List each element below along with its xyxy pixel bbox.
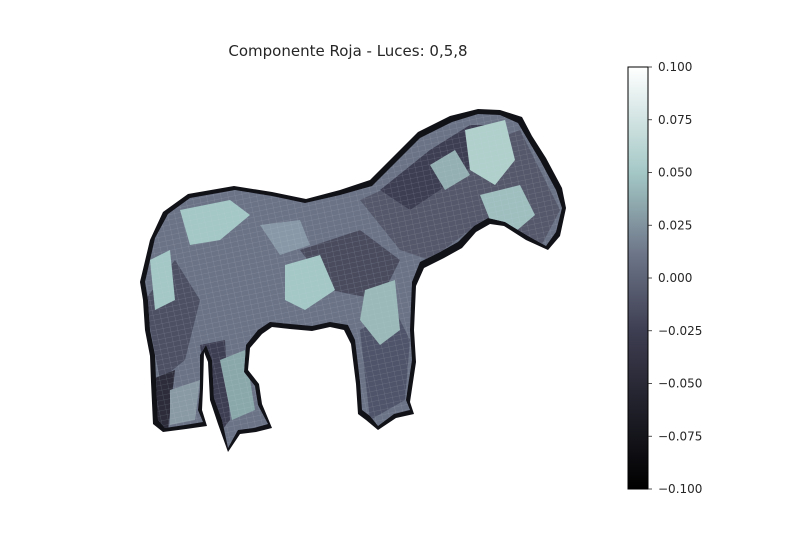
colorbar-tick-label: −0.025: [658, 324, 702, 338]
colorbar-tick-label: 0.075: [658, 113, 692, 127]
colorbar-tick-label: −0.075: [658, 429, 702, 443]
colorbar: 0.100 0.075 0.050 0.025 0.000 −0.025 −0.050 −0.…: [627, 60, 702, 496]
colorbar-tick-label: 0.100: [658, 60, 692, 74]
colorbar-tick-label: −0.050: [658, 377, 702, 391]
colorbar-tick-label: −0.100: [658, 482, 702, 496]
colorbar-tick-label: 0.050: [658, 166, 692, 180]
colorbar-tick-label: 0.000: [658, 271, 692, 285]
colorbar-gradient: [627, 66, 649, 490]
colorbar-tick-label: 0.025: [658, 218, 692, 232]
chart-title: Componente Roja - Luces: 0,5,8: [228, 42, 467, 60]
horse-surface: [140, 109, 566, 452]
colorbar-ticks: 0.100 0.075 0.050 0.025 0.000 −0.025 −0.050 −0.…: [648, 60, 702, 496]
